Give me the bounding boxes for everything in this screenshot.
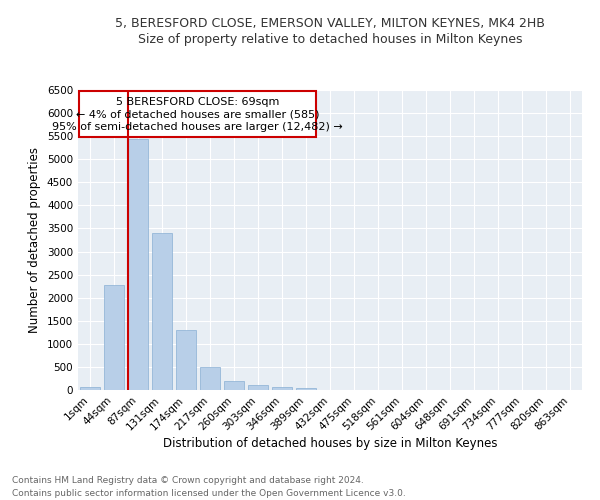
- Bar: [104, 285, 124, 390]
- Text: 5 BERESFORD CLOSE: 69sqm: 5 BERESFORD CLOSE: 69sqm: [116, 98, 279, 108]
- Bar: [128, 139, 148, 390]
- Y-axis label: Number of detached properties: Number of detached properties: [28, 147, 41, 333]
- Text: 95% of semi-detached houses are larger (12,482) →: 95% of semi-detached houses are larger (…: [52, 122, 343, 132]
- Bar: [248, 386, 268, 390]
- Text: ← 4% of detached houses are smaller (585): ← 4% of detached houses are smaller (585…: [76, 110, 319, 120]
- Bar: [272, 387, 292, 390]
- X-axis label: Distribution of detached houses by size in Milton Keynes: Distribution of detached houses by size …: [163, 438, 497, 450]
- Bar: [296, 388, 316, 390]
- Bar: [200, 368, 220, 390]
- Bar: [176, 330, 196, 390]
- FancyBboxPatch shape: [79, 91, 316, 136]
- Text: 5, BERESFORD CLOSE, EMERSON VALLEY, MILTON KEYNES, MK4 2HB: 5, BERESFORD CLOSE, EMERSON VALLEY, MILT…: [115, 18, 545, 30]
- Text: Contains HM Land Registry data © Crown copyright and database right 2024.
Contai: Contains HM Land Registry data © Crown c…: [12, 476, 406, 498]
- Bar: [80, 386, 100, 390]
- Text: Size of property relative to detached houses in Milton Keynes: Size of property relative to detached ho…: [138, 32, 522, 46]
- Bar: [152, 233, 172, 390]
- Bar: [224, 381, 244, 390]
